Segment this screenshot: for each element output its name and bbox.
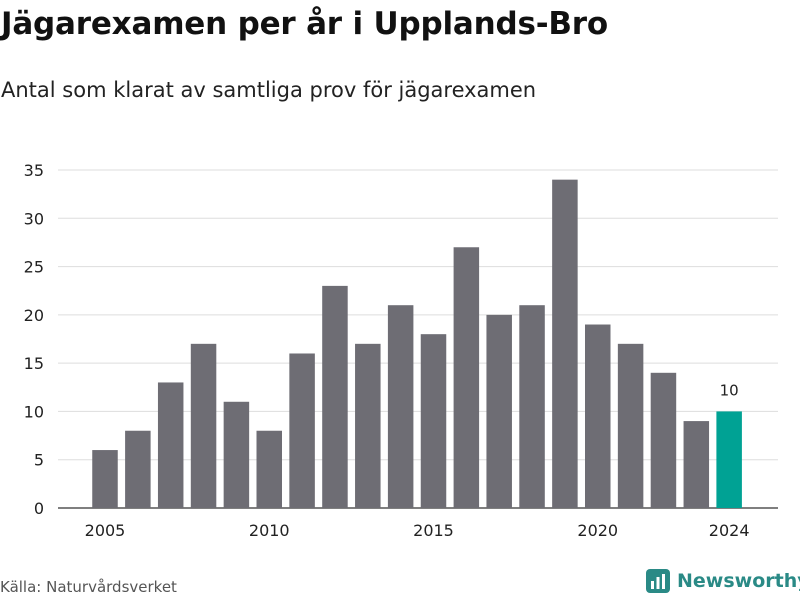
bar-2006 <box>125 430 151 508</box>
y-tick-label: 30 <box>24 209 44 228</box>
bar-2018 <box>519 305 545 508</box>
bar-2020 <box>585 324 611 508</box>
y-tick-label: 35 <box>24 161 44 180</box>
bar-2019 <box>552 179 578 508</box>
bar-2010 <box>256 430 282 508</box>
data-label-2024: 10 <box>720 381 739 399</box>
y-tick-label: 25 <box>24 258 44 277</box>
y-tick-label: 10 <box>24 402 44 421</box>
bar-2011 <box>289 353 315 508</box>
bars <box>92 179 742 508</box>
bar-2014 <box>387 305 414 508</box>
bar-2016 <box>453 247 480 508</box>
bar-chart: 0 5 10 15 20 25 30 35 10 2005 2010 2015 2020 2024 <box>24 161 778 540</box>
bar-2008 <box>190 343 217 508</box>
source-note: Källa: Naturvårdsverket <box>0 578 177 596</box>
y-tick-label: 0 <box>34 499 44 518</box>
x-tick-label: 2010 <box>249 521 290 540</box>
chart-subtitle: Antal som klarat av samtliga prov för jä… <box>1 78 537 102</box>
x-tick-label: 2015 <box>413 521 454 540</box>
bar-2022 <box>650 372 677 508</box>
y-axis-ticks: 0 5 10 15 20 25 30 35 <box>24 161 44 518</box>
bar-2017 <box>486 314 512 508</box>
x-tick-label: 2024 <box>709 521 750 540</box>
bar-2015 <box>420 334 447 508</box>
y-tick-label: 5 <box>34 451 44 470</box>
x-axis-ticks: 2005 2010 2015 2020 2024 <box>85 521 750 540</box>
newsworthy-logo[interactable]: Newsworthy <box>645 568 800 594</box>
bar-2012 <box>322 285 348 508</box>
bar-2005 <box>92 450 118 508</box>
y-tick-label: 20 <box>24 306 44 325</box>
data-labels: 10 <box>720 381 739 399</box>
bar-2009 <box>223 401 250 508</box>
bar-2021 <box>617 343 644 508</box>
bar-2007 <box>157 382 184 508</box>
chart-title: Jägarexamen per år i Upplands-Bro <box>1 6 608 42</box>
newsworthy-logo-text: Newsworthy <box>677 570 800 592</box>
bar-2013 <box>355 343 381 508</box>
x-tick-label: 2020 <box>577 521 618 540</box>
bar-2024 <box>716 411 742 508</box>
y-tick-label: 15 <box>24 354 44 373</box>
bar-2023 <box>683 421 710 508</box>
newsworthy-logo-icon <box>646 569 670 593</box>
x-tick-label: 2005 <box>85 521 126 540</box>
